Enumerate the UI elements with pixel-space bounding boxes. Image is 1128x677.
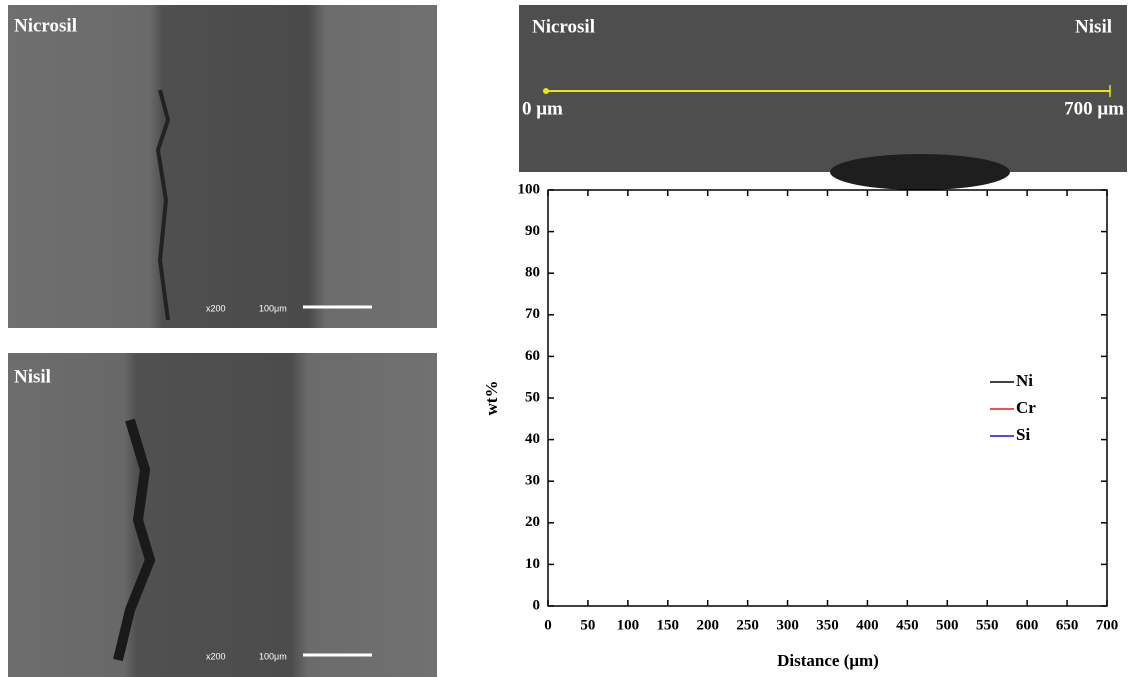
x-tick-label: 300 [776,617,799,633]
x-tick-label: 700 [1096,617,1119,633]
x-tick-label: 200 [696,617,719,633]
y-tick-label: 20 [525,514,540,530]
image-label: Nicrosil [14,15,77,36]
scan-start [543,88,549,94]
legend-label: Ni [1016,371,1033,390]
y-tick-label: 0 [533,597,541,613]
y-tick-label: 50 [525,389,540,405]
legend-label: Si [1016,425,1030,444]
y-tick-label: 30 [525,473,540,489]
left-label: Nicrosil [532,16,595,37]
image-background [8,353,437,677]
x-tick-label: 150 [657,617,680,633]
figure: Nicrosil x200 100μm Nisil x200 100μm Nic… [0,0,1128,677]
line-scan-image: Nicrosil Nisil 0 μm 700 μm [519,5,1127,190]
x-axis-label: Distance (μm) [777,651,879,670]
x-tick-label: 600 [1016,617,1039,633]
magnification: x200 [206,303,226,313]
y-tick-label: 80 [525,265,540,281]
sem-image-nicrosil: Nicrosil x200 100μm [8,5,437,328]
image-background [8,5,437,328]
legend-label: Cr [1016,398,1036,417]
x-tick-label: 650 [1056,617,1079,633]
scale-text: 100μm [259,651,287,661]
y-tick-label: 70 [525,306,540,322]
y-tick-label: 60 [525,348,540,364]
x-tick-label: 450 [896,617,919,633]
x-tick-label: 400 [856,617,879,633]
dark-region [830,154,1010,190]
y-axis-label: wt% [482,381,501,416]
y-tick-label: 90 [525,223,540,239]
image-label: Nisil [14,366,51,387]
y-tick-label: 10 [525,556,540,572]
y-tick-label: 40 [525,431,540,447]
end-label: 700 μm [1064,98,1124,119]
x-tick-label: 250 [736,617,759,633]
right-label: Nisil [1075,16,1112,37]
x-tick-label: 350 [816,617,839,633]
scale-text: 100μm [259,303,287,313]
x-tick-label: 0 [544,617,552,633]
y-tick-label: 100 [518,181,541,197]
x-tick-label: 50 [580,617,595,633]
sem-image-nisil: Nisil x200 100μm [8,353,437,677]
image-background [519,5,1127,172]
start-label: 0 μm [522,98,563,119]
x-tick-label: 100 [617,617,640,633]
magnification: x200 [206,651,226,661]
x-tick-label: 550 [976,617,999,633]
x-tick-label: 500 [936,617,959,633]
